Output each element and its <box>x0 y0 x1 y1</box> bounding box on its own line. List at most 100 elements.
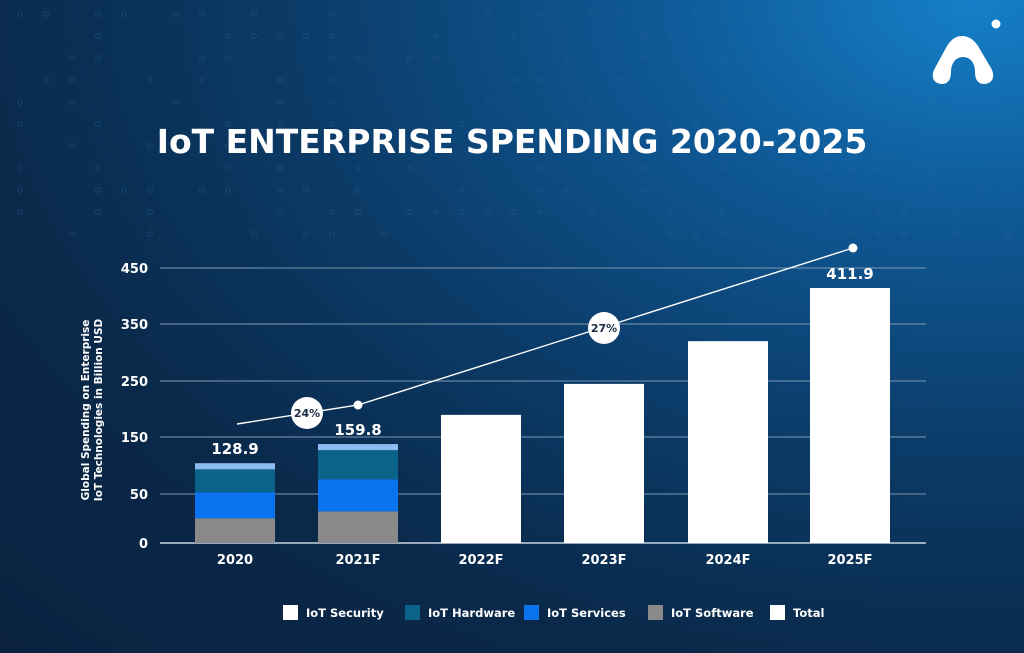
pattern-dot <box>538 210 543 215</box>
pattern-dot <box>356 56 361 61</box>
pattern-dot <box>18 122 23 127</box>
pattern-dot <box>720 210 725 215</box>
pattern-dot <box>668 210 673 215</box>
pattern-dot <box>850 100 855 105</box>
pattern-dot <box>44 12 49 17</box>
pattern-dot <box>122 12 127 17</box>
pattern-dot <box>304 188 309 193</box>
pattern-dot <box>928 100 933 105</box>
legend-label: IoT Services <box>547 606 626 620</box>
pattern-dot <box>876 232 881 237</box>
pattern-dot <box>304 232 309 237</box>
pattern-dot <box>668 232 673 237</box>
legend-label: Total <box>793 606 824 620</box>
legend-swatch <box>283 605 298 620</box>
pattern-dot <box>44 78 49 83</box>
pattern-dot <box>226 166 231 171</box>
bar-total <box>441 415 521 543</box>
pattern-dot <box>330 12 335 17</box>
pattern-dot <box>200 188 205 193</box>
legend-label: IoT Software <box>671 606 754 620</box>
pattern-dot <box>148 188 153 193</box>
pattern-dot <box>642 56 647 61</box>
y-tick-label: 250 <box>121 375 148 390</box>
legend-swatch <box>405 605 420 620</box>
pattern-dot <box>278 78 283 83</box>
pattern-dot <box>746 12 751 17</box>
bar-total <box>810 288 890 543</box>
pattern-dot <box>694 232 699 237</box>
pattern-dot <box>226 56 231 61</box>
pattern-dot <box>356 188 361 193</box>
pattern-dot <box>96 166 101 171</box>
pattern-dot <box>824 56 829 61</box>
pattern-dot <box>278 166 283 171</box>
pattern-dot <box>356 166 361 171</box>
bar-iot-software <box>195 518 275 543</box>
pattern-dot <box>252 232 257 237</box>
pattern-dot <box>616 56 621 61</box>
legend-label: IoT Security <box>306 606 384 620</box>
pattern-dot <box>18 188 23 193</box>
pattern-dot <box>18 210 23 215</box>
pattern-dot <box>408 166 413 171</box>
pattern-dot <box>512 78 517 83</box>
pattern-dot <box>512 34 517 39</box>
pattern-dot <box>720 166 725 171</box>
pattern-dot <box>148 210 153 215</box>
pattern-dot <box>70 56 75 61</box>
pattern-dot <box>96 188 101 193</box>
pattern-dot <box>96 210 101 215</box>
pattern-dot <box>538 188 543 193</box>
pattern-dot <box>486 210 491 215</box>
bar-iot-software <box>318 511 398 543</box>
data-label: 159.8 <box>334 421 381 439</box>
pattern-dot <box>850 12 855 17</box>
pattern-dot <box>278 188 283 193</box>
pattern-dot <box>330 56 335 61</box>
pattern-dot <box>746 56 751 61</box>
chart-title: IoT ENTERPRISE SPENDING 2020-2025 <box>157 122 868 161</box>
pattern-dot <box>824 166 829 171</box>
pattern-dot <box>824 188 829 193</box>
logo-icon <box>933 36 993 84</box>
bar-iot-hardware <box>318 450 398 479</box>
pattern-dot <box>824 210 829 215</box>
pattern-dot <box>876 166 881 171</box>
legend-swatch <box>770 605 785 620</box>
pattern-dot <box>642 34 647 39</box>
pattern-dot <box>330 78 335 83</box>
x-tick-label: 2021F <box>335 553 380 568</box>
pattern-dot <box>538 166 543 171</box>
x-tick-label: 2024F <box>705 553 750 568</box>
y-tick-label: 350 <box>121 318 148 333</box>
pattern-dot <box>876 34 881 39</box>
pattern-dot <box>954 78 959 83</box>
legend-swatch <box>524 605 539 620</box>
pattern-dot <box>902 232 907 237</box>
x-tick-label: 2023F <box>581 553 626 568</box>
pattern-dot <box>590 12 595 17</box>
bar-iot-hardware <box>195 469 275 492</box>
pattern-dot <box>148 232 153 237</box>
pattern-dot <box>798 34 803 39</box>
pattern-dot <box>460 188 465 193</box>
pattern-dot <box>148 144 153 149</box>
pattern-dot <box>174 12 179 17</box>
bar-iot-services <box>195 492 275 518</box>
pattern-dot <box>122 188 127 193</box>
y-axis-label-line-2: IoT Technologies in Billion USD <box>93 318 105 501</box>
pattern-dot <box>850 232 855 237</box>
pattern-dot <box>616 78 621 83</box>
y-tick-label: 450 <box>121 262 148 277</box>
pattern-dot <box>1006 232 1011 237</box>
x-tick-label: 2020 <box>217 553 253 568</box>
pattern-dot <box>226 188 231 193</box>
pattern-dot <box>278 34 283 39</box>
x-tick-label: 2025F <box>827 553 872 568</box>
pattern-dot <box>928 78 933 83</box>
bar-iot-security <box>318 444 398 450</box>
pattern-dot <box>980 12 985 17</box>
pattern-dot <box>486 100 491 105</box>
pattern-dot <box>148 78 153 83</box>
